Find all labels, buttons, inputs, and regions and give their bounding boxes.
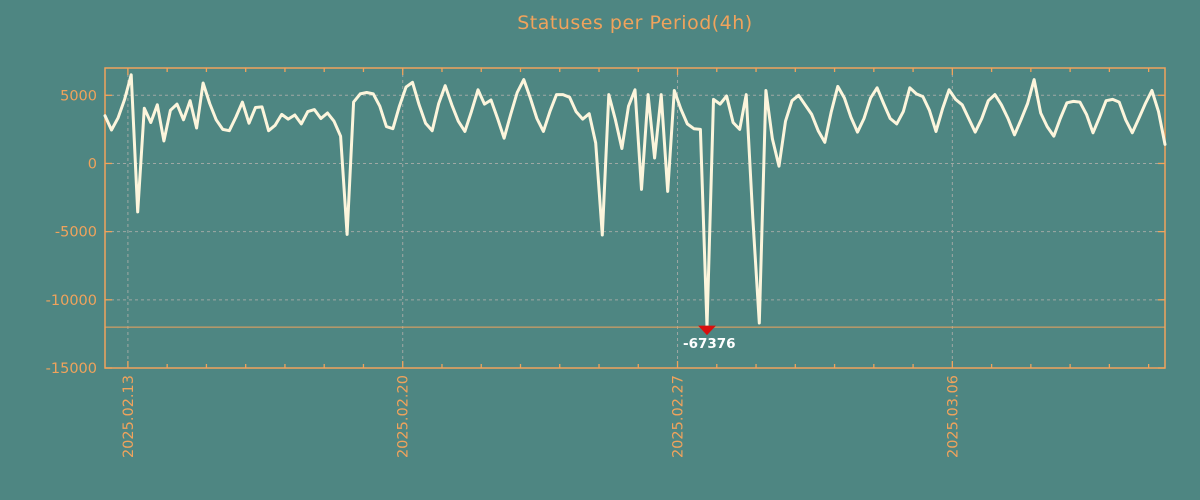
- x-axis-tick-label: 2025.02.27: [671, 375, 687, 458]
- y-axis-tick-label: 5000: [60, 88, 97, 104]
- x-axis-tick-label: 2025.02.13: [121, 375, 137, 458]
- min-marker: [697, 325, 716, 336]
- min-marker-label: -67376: [683, 336, 736, 352]
- chart-title: Statuses per Period(4h): [517, 12, 753, 34]
- plot-border: [104, 67, 1166, 369]
- y-axis-tick-label: 0: [88, 156, 97, 172]
- y-axis-tick-label: -15000: [46, 361, 97, 377]
- y-axis-tick-label: -10000: [46, 293, 97, 309]
- x-axis-tick-label: 2025.02.20: [396, 375, 412, 458]
- series-line: [103, 73, 1167, 329]
- y-axis-tick-label: -5000: [55, 225, 97, 241]
- x-axis-tick-label: 2025.03.06: [945, 375, 961, 458]
